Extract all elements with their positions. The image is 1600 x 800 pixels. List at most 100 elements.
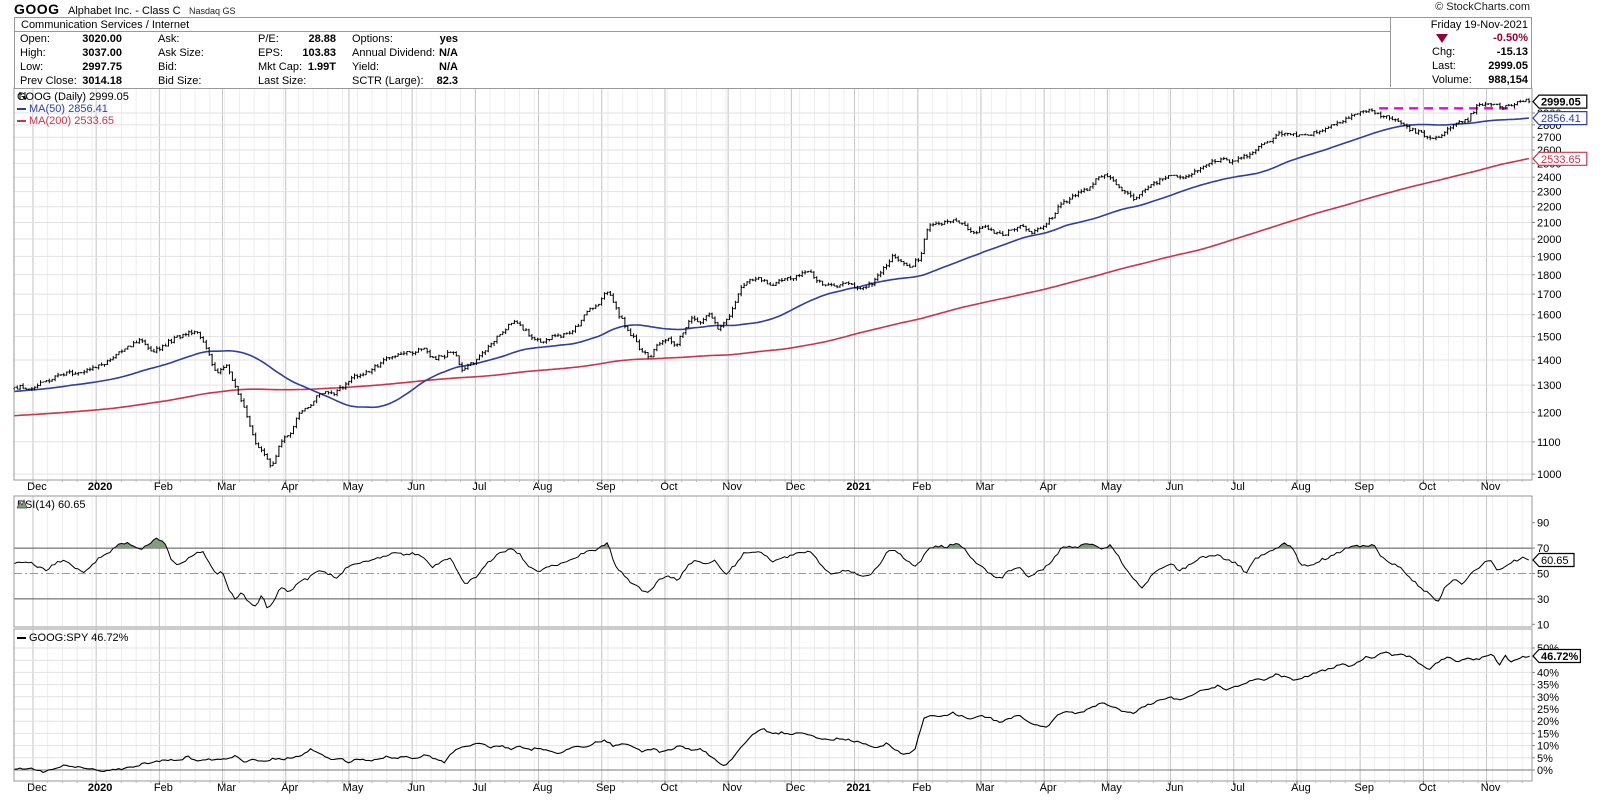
quote-value: 1.99T [307, 61, 336, 73]
svg-text:46.72%: 46.72% [1541, 651, 1579, 663]
ma200-line-swatch [17, 120, 26, 122]
quote-value: N/A [439, 61, 458, 73]
x-axis-month-label: Nov [722, 782, 742, 794]
ratio-axis-label: 30% [1537, 692, 1559, 704]
pct-change-value: -0.50% [1493, 32, 1528, 44]
ratio-panel-plot [13, 651, 1530, 774]
x-axis-month-label: Apr [281, 481, 298, 493]
rsi-axis-label: 70 [1537, 543, 1549, 555]
x-axis-month-label: Mar [217, 481, 236, 493]
x-axis-month-label: Dec [786, 481, 806, 493]
price-legend: GOOG (Daily) 2999.05 [17, 91, 129, 103]
price-panel-plot [13, 98, 1531, 468]
ratio-axis-label: 20% [1537, 716, 1559, 728]
quote-label: Options: [352, 33, 393, 45]
quote-label: Bid: [158, 61, 177, 73]
x-axis-month-label: Jul [1231, 481, 1245, 493]
ratio-axis-label: 35% [1537, 680, 1559, 692]
x-axis-month-label: Feb [912, 481, 931, 493]
stockcharts-copyright: © StockCharts.com [1435, 1, 1530, 13]
ma50-legend-label: MA(50) 2856.41 [29, 103, 108, 115]
price-axis-label: 2700 [1537, 132, 1561, 144]
x-axis-month-label: Oct [1419, 481, 1436, 493]
price-axis-label: 1200 [1537, 407, 1561, 419]
x-axis-month-label: Sep [1354, 782, 1374, 794]
ma50-line-swatch [17, 108, 26, 110]
x-axis-month-label: Feb [154, 481, 173, 493]
x-axis-month-label: Feb [154, 782, 173, 794]
svg-text:60.65: 60.65 [1541, 555, 1569, 567]
quote-value: 2997.75 [82, 61, 122, 73]
quote-label: EPS: [258, 47, 284, 59]
ratio-axis-label: 10% [1537, 741, 1559, 753]
area-chart-icon [17, 499, 27, 509]
quote-value: 28.88 [308, 33, 336, 45]
x-axis-month-label: Jul [472, 481, 486, 493]
x-axis-month-label: Nov [1481, 481, 1501, 493]
ratio-axis-label: 15% [1537, 728, 1559, 740]
rsi-axis-label: 10 [1537, 619, 1549, 631]
price-axis-label: 1800 [1537, 270, 1561, 282]
x-axis-month-label: 2020 [88, 481, 112, 493]
ma50-line [14, 117, 1530, 409]
quote-label: Annual Dividend: [352, 47, 436, 59]
price-axis-label: 1300 [1537, 380, 1561, 392]
updown-arrows-icon [17, 91, 28, 101]
price-axis-label: 2200 [1537, 202, 1561, 214]
x-axis-month-label: Nov [722, 481, 742, 493]
svg-text:2999.05: 2999.05 [1541, 97, 1581, 109]
x-axis-month-label: Jun [1166, 481, 1184, 493]
rsi-axis-label: 50 [1537, 569, 1549, 581]
x-axis-month-label: Oct [660, 782, 677, 794]
svg-text:2856.41: 2856.41 [1541, 113, 1581, 125]
quote-change-row: Volume: 988,154 [1432, 74, 1528, 86]
price-axis-label: 1900 [1537, 251, 1561, 263]
price-axis-label: 1600 [1537, 310, 1561, 322]
quote-value: 103.83 [302, 47, 336, 59]
ma200-legend: MA(200) 2533.65 [17, 115, 114, 127]
quote-row-value: 2999.05 [1488, 60, 1528, 72]
quote-divider [1390, 17, 1391, 87]
price-axis-label: 2100 [1537, 217, 1561, 229]
x-axis-month-label: Jun [407, 782, 425, 794]
title-row: GOOG Alphabet Inc. - Class C Nasdaq GS [14, 1, 236, 19]
x-axis-month-label: May [1101, 782, 1122, 794]
quote-box [14, 17, 1532, 89]
ratio-panel-frame [13, 628, 1533, 782]
sector-divider [14, 31, 1390, 32]
rsi-panel-plot [13, 537, 1529, 609]
price-axis-label: 2300 [1537, 187, 1561, 199]
quote-change-row: Last: 2999.05 [1432, 60, 1528, 72]
quote-label: SCTR (Large): [352, 75, 424, 87]
rsi-legend: RSI(14) 60.65 [17, 499, 85, 511]
x-axis-month-label: Apr [281, 782, 298, 794]
ratio-axis-label: 40% [1537, 667, 1559, 679]
ratio-legend-label: GOOG:SPY 46.72% [29, 632, 129, 644]
quote-label: Bid Size: [158, 75, 202, 87]
x-axis-month-label: Jun [407, 481, 425, 493]
gridlines [14, 88, 1532, 781]
x-axis-month-label: Mar [975, 782, 994, 794]
exchange-name: Nasdaq GS [188, 6, 236, 16]
quote-row-label: Last: [1432, 60, 1456, 72]
quote-value: 82.3 [436, 75, 458, 87]
x-axis-month-label: May [343, 782, 364, 794]
ratio-axis-label: 5% [1537, 753, 1553, 765]
ticker-symbol: GOOG [14, 1, 60, 17]
price-axis-label: 1500 [1537, 332, 1561, 344]
ratio-legend: GOOG:SPY 46.72% [17, 632, 128, 644]
x-axis-month-label: Dec [27, 782, 47, 794]
rsi-panel-frame [13, 495, 1533, 628]
rsi-line [13, 537, 1529, 609]
quote-value: N/A [439, 47, 458, 59]
rsi-legend-label: RSI(14) 60.65 [17, 499, 86, 511]
quote-value: 3014.18 [82, 75, 122, 87]
x-axis-month-label: Sep [596, 481, 616, 493]
x-axis-month-label: Sep [596, 782, 616, 794]
value-tag: 60.65 [1532, 552, 1575, 568]
x-axis-month-label: 2020 [88, 782, 112, 794]
price-axis-label: 1400 [1537, 355, 1561, 367]
quote-row-label: Volume: [1432, 74, 1472, 86]
value-tag: 2533.65 [1532, 151, 1588, 166]
